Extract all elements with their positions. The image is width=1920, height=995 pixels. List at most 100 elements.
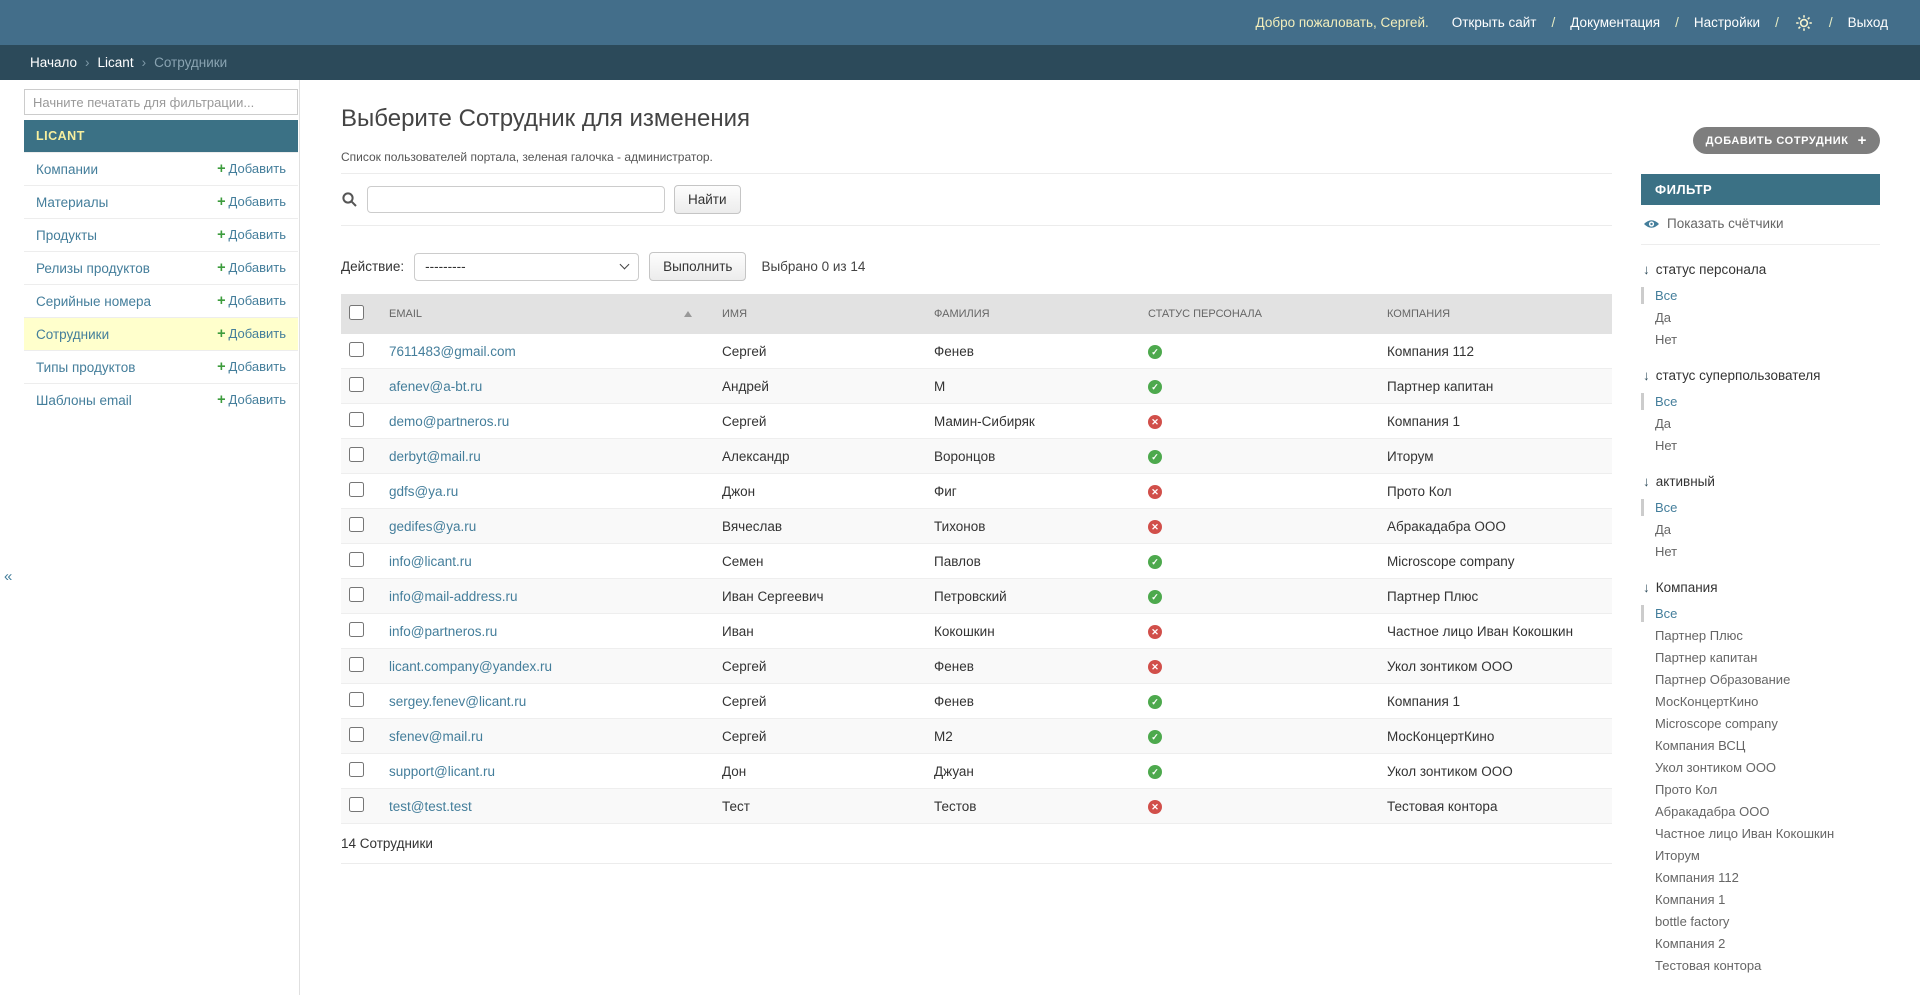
employee-email-link[interactable]: sfenev@mail.ru (389, 728, 483, 744)
employee-email-link[interactable]: info@partneros.ru (389, 623, 498, 639)
row-checkbox[interactable] (349, 692, 364, 707)
filter-option[interactable]: Абракадабра ООО (1655, 804, 1770, 819)
row-checkbox[interactable] (349, 622, 364, 637)
sidebar-item-label[interactable]: Продукты (36, 227, 97, 243)
row-checkbox[interactable] (349, 447, 364, 462)
sort-ascending-icon[interactable] (684, 311, 692, 317)
filter-option[interactable]: Да (1655, 416, 1672, 431)
employee-email-link[interactable]: sergey.fenev@licant.ru (389, 693, 527, 709)
row-checkbox[interactable] (349, 482, 364, 497)
filter-option[interactable]: МосКонцертКино (1655, 694, 1759, 709)
filter-option[interactable]: Партнер Плюс (1655, 628, 1743, 643)
sidebar-item[interactable]: Сотрудники + Добавить (24, 317, 298, 350)
sidebar-item-label[interactable]: Материалы (36, 194, 109, 210)
filter-option[interactable]: Тестовая контора (1655, 958, 1762, 973)
sidebar-item[interactable]: Шаблоны email + Добавить (24, 383, 298, 416)
filter-option[interactable]: Иторум (1655, 848, 1700, 863)
row-checkbox[interactable] (349, 517, 364, 532)
filter-option[interactable]: Нет (1655, 544, 1678, 559)
employee-email-link[interactable]: afenev@a-bt.ru (389, 378, 483, 394)
run-action-button[interactable]: Выполнить (649, 252, 747, 281)
sidebar-add-link[interactable]: + Добавить (217, 260, 286, 276)
sidebar-item-label[interactable]: Типы продуктов (36, 359, 136, 375)
search-button[interactable]: Найти (674, 185, 741, 214)
filter-option[interactable]: Партнер капитан (1655, 650, 1758, 665)
sidebar-item[interactable]: Серийные номера + Добавить (24, 284, 298, 317)
search-input[interactable] (367, 186, 665, 213)
employee-email-link[interactable]: support@licant.ru (389, 763, 496, 779)
filter-option[interactable]: Компания 1 (1655, 892, 1726, 907)
filter-option[interactable]: Да (1655, 522, 1672, 537)
sidebar-add-link[interactable]: + Добавить (217, 227, 286, 243)
theme-toggle-sun-icon[interactable] (1794, 13, 1814, 33)
column-header-first-name[interactable]: ИМЯ (714, 294, 926, 334)
sidebar-add-link[interactable]: + Добавить (217, 392, 286, 408)
filter-option[interactable]: Все (1641, 603, 1880, 625)
filter-option[interactable]: Партнер Образование (1655, 672, 1791, 687)
settings-link[interactable]: Настройки (1693, 15, 1761, 30)
sidebar-item[interactable]: Компании + Добавить (24, 152, 298, 185)
column-header-company[interactable]: КОМПАНИЯ (1379, 294, 1612, 334)
employee-email-link[interactable]: derbyt@mail.ru (389, 448, 481, 464)
filter-section-title[interactable]: ↓ активный (1643, 474, 1715, 489)
select-all-header[interactable] (341, 294, 381, 334)
sidebar-item[interactable]: Материалы + Добавить (24, 185, 298, 218)
column-header-staff-status[interactable]: СТАТУС ПЕРСОНАЛА (1140, 294, 1379, 334)
filter-option[interactable]: Нет (1655, 332, 1678, 347)
filter-option[interactable]: Все (1641, 391, 1880, 413)
filter-option[interactable]: Все (1641, 497, 1880, 519)
filter-option[interactable]: Все (1641, 285, 1880, 307)
documentation-link[interactable]: Документация (1570, 15, 1661, 30)
show-counters-toggle[interactable]: Показать счётчики (1641, 205, 1880, 245)
sidebar-add-link[interactable]: + Добавить (217, 194, 286, 210)
sidebar-item[interactable]: Типы продуктов + Добавить (24, 350, 298, 383)
filter-option[interactable]: Да (1655, 310, 1672, 325)
filter-section-title[interactable]: ↓ Компания (1643, 580, 1718, 595)
breadcrumb-app-link[interactable]: Licant (97, 55, 134, 70)
filter-option[interactable]: Компания ВСЦ (1655, 738, 1746, 753)
filter-option[interactable]: Компания 112 (1655, 870, 1739, 885)
sidebar-item-label[interactable]: Сотрудники (36, 326, 110, 342)
sidebar-item-label[interactable]: Компании (36, 161, 99, 177)
employee-email-link[interactable]: gdfs@ya.ru (389, 483, 459, 499)
row-checkbox[interactable] (349, 377, 364, 392)
employee-email-link[interactable]: 7611483@gmail.com (389, 343, 516, 359)
logout-link[interactable]: Выход (1847, 15, 1888, 30)
sidebar-add-link[interactable]: + Добавить (217, 359, 286, 375)
employee-email-link[interactable]: demo@partneros.ru (389, 413, 510, 429)
sidebar-item-label[interactable]: Серийные номера (36, 293, 152, 309)
employee-email-link[interactable]: gedifes@ya.ru (389, 518, 477, 534)
row-checkbox[interactable] (349, 412, 364, 427)
select-all-checkbox[interactable] (349, 305, 364, 320)
employee-email-link[interactable]: test@test.test (389, 798, 472, 814)
sidebar-add-link[interactable]: + Добавить (217, 293, 286, 309)
employee-email-link[interactable]: info@mail-address.ru (389, 588, 518, 604)
filter-option[interactable]: Нет (1655, 438, 1678, 453)
row-checkbox[interactable] (349, 797, 364, 812)
filter-option[interactable]: Укол зонтиком ООО (1655, 760, 1777, 775)
row-checkbox[interactable] (349, 727, 364, 742)
filter-option[interactable]: Частное лицо Иван Кокошкин (1655, 826, 1835, 841)
sidebar-add-link[interactable]: + Добавить (217, 326, 286, 342)
action-select[interactable]: --------- (414, 252, 640, 281)
add-employee-button[interactable]: ДОБАВИТЬ СОТРУДНИК + (1692, 127, 1880, 154)
row-checkbox[interactable] (349, 587, 364, 602)
sidebar-item-label[interactable]: Шаблоны email (36, 392, 132, 408)
sidebar-add-link[interactable]: + Добавить (217, 161, 286, 177)
employee-email-link[interactable]: info@licant.ru (389, 553, 472, 569)
filter-option[interactable]: Компания 2 (1655, 936, 1726, 951)
sidebar-collapse-icon[interactable]: « (4, 568, 13, 585)
filter-option[interactable]: Прото Кол (1655, 782, 1718, 797)
open-site-link[interactable]: Открыть сайт (1451, 15, 1537, 30)
filter-option[interactable]: bottle factory (1655, 914, 1730, 929)
employee-email-link[interactable]: licant.company@yandex.ru (389, 658, 553, 674)
row-checkbox[interactable] (349, 657, 364, 672)
breadcrumb-home-link[interactable]: Начало (30, 55, 78, 70)
row-checkbox[interactable] (349, 762, 364, 777)
sidebar-item[interactable]: Продукты + Добавить (24, 218, 298, 251)
filter-section-title[interactable]: ↓ статус суперпользователя (1643, 368, 1821, 383)
row-checkbox[interactable] (349, 552, 364, 567)
row-checkbox[interactable] (349, 342, 364, 357)
filter-section-title[interactable]: ↓ статус персонала (1643, 262, 1767, 277)
sidebar-filter-input[interactable] (24, 89, 298, 115)
